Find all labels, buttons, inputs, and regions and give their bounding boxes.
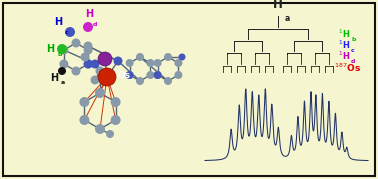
- Text: H: H: [273, 0, 283, 11]
- Text: c: c: [65, 30, 69, 35]
- Circle shape: [113, 57, 122, 66]
- Circle shape: [84, 45, 93, 54]
- Circle shape: [96, 67, 104, 76]
- Text: c: c: [351, 48, 355, 53]
- Circle shape: [146, 59, 154, 67]
- Circle shape: [153, 71, 162, 79]
- Text: $^{187}$Os: $^{187}$Os: [334, 62, 361, 74]
- Text: H: H: [85, 9, 93, 19]
- Circle shape: [125, 71, 133, 79]
- Text: H: H: [54, 17, 62, 27]
- Text: Os: Os: [117, 71, 130, 81]
- Text: d: d: [93, 22, 98, 27]
- Circle shape: [59, 59, 68, 69]
- Circle shape: [59, 45, 68, 54]
- Circle shape: [136, 53, 144, 61]
- Circle shape: [95, 88, 105, 98]
- Circle shape: [79, 97, 90, 107]
- Text: $^1$H: $^1$H: [338, 50, 350, 62]
- Text: H: H: [50, 73, 58, 83]
- Text: H: H: [46, 44, 54, 54]
- Text: b: b: [351, 37, 355, 42]
- Circle shape: [81, 52, 90, 62]
- Circle shape: [71, 67, 81, 76]
- Circle shape: [58, 67, 66, 75]
- Circle shape: [84, 59, 93, 69]
- Circle shape: [125, 71, 133, 79]
- Circle shape: [111, 115, 121, 125]
- Text: b: b: [57, 52, 61, 57]
- Circle shape: [111, 97, 121, 107]
- Circle shape: [98, 68, 116, 86]
- Circle shape: [79, 115, 90, 125]
- Circle shape: [146, 71, 154, 79]
- Circle shape: [83, 22, 93, 32]
- Circle shape: [98, 52, 112, 66]
- Circle shape: [153, 71, 162, 79]
- Circle shape: [153, 59, 162, 67]
- Circle shape: [178, 54, 186, 61]
- Circle shape: [57, 44, 67, 54]
- Circle shape: [125, 59, 133, 67]
- FancyBboxPatch shape: [3, 3, 375, 176]
- Circle shape: [174, 59, 183, 67]
- Circle shape: [71, 38, 81, 47]
- Text: $^1$H: $^1$H: [338, 28, 350, 40]
- Circle shape: [95, 124, 105, 134]
- Circle shape: [164, 53, 172, 61]
- Text: a: a: [285, 14, 290, 23]
- Circle shape: [90, 59, 99, 69]
- Circle shape: [174, 71, 183, 79]
- Text: $^1$H: $^1$H: [338, 39, 350, 51]
- Text: d: d: [351, 59, 355, 64]
- Circle shape: [65, 27, 75, 37]
- Circle shape: [164, 77, 172, 85]
- Circle shape: [84, 42, 93, 50]
- Circle shape: [102, 76, 110, 84]
- Circle shape: [136, 77, 144, 85]
- Text: a: a: [61, 80, 65, 85]
- Circle shape: [90, 76, 99, 84]
- Circle shape: [106, 130, 114, 138]
- Circle shape: [84, 59, 93, 69]
